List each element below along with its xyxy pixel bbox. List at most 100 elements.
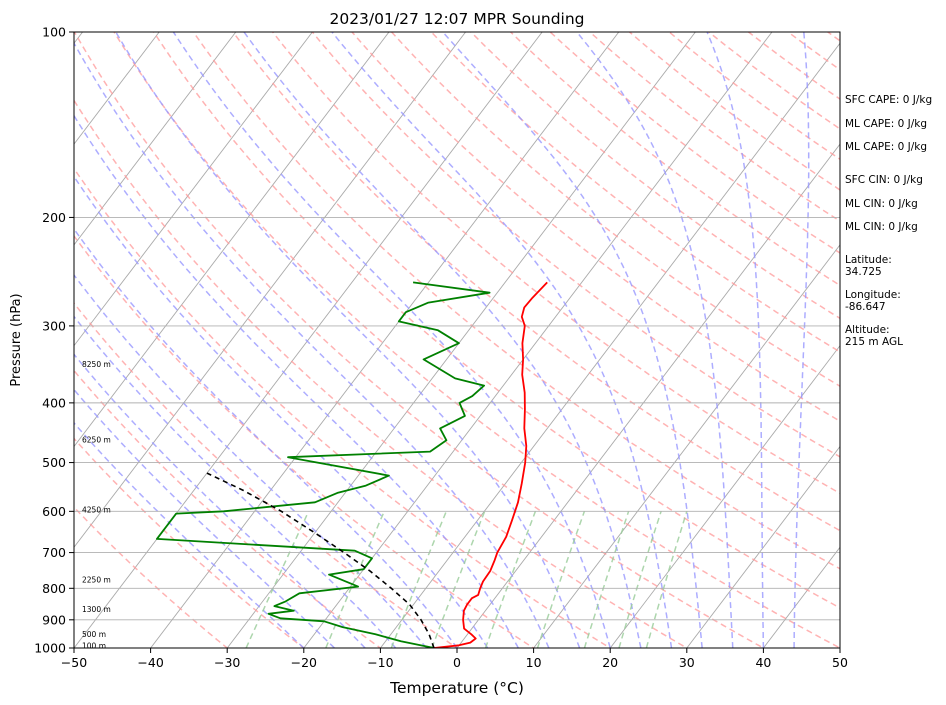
dry-adiabat-line (509, 32, 840, 287)
isotherm-line (762, 546, 840, 648)
y-tick-label: 500 (42, 455, 66, 470)
isotherm-line (303, 32, 773, 648)
info-ml-cin: ML CIN: 0 J/kg (845, 198, 918, 210)
chart-title: 2023/01/27 12:07 MPR Sounding (329, 10, 584, 28)
dry-adiabat-line (232, 32, 840, 532)
info-altitude-label: Altitude: (845, 324, 890, 336)
moist-adiabat-line (74, 388, 335, 648)
x-tick-label: −50 (61, 655, 87, 670)
x-tick-label: 20 (602, 655, 618, 670)
info-latitude-label: Latitude: (845, 254, 892, 266)
x-tick-label: −40 (137, 655, 163, 670)
dry-adiabat-line (113, 32, 840, 648)
y-tick-label: 100 (42, 25, 66, 40)
dry-adiabat-line (271, 32, 840, 495)
sounding-traces (156, 281, 548, 648)
info-sfc-cape: SFC CAPE: 0 J/kg (845, 94, 933, 106)
info-ml-cin-2: ML CIN: 0 J/kg (845, 221, 918, 233)
moist-adiabat-line (74, 273, 427, 648)
moist-adiabat-line (74, 227, 458, 648)
info-ml-cape-2: ML CAPE: 0 J/kg (845, 141, 928, 153)
reference-lines (74, 32, 840, 648)
y-tick-label: 200 (42, 210, 66, 225)
x-axis-label: Temperature (°C) (389, 679, 524, 697)
y-axis-label: Pressure (hPa) (9, 293, 24, 386)
mixing-ratio-line (583, 511, 630, 648)
x-tick-label: 40 (755, 655, 771, 670)
moist-adiabat-line (331, 32, 673, 648)
parcel-trace (206, 472, 435, 648)
y-tick-label: 600 (42, 504, 66, 519)
y-tick-label: 300 (42, 318, 66, 333)
moist-adiabat-line (793, 32, 810, 648)
isotherm-line (379, 42, 840, 648)
height-label: 8250 m (82, 360, 111, 369)
moist-adiabat-line (74, 175, 489, 648)
y-tick-label: 900 (42, 612, 66, 627)
isotherm-line (686, 445, 840, 648)
y-axis-ticks: 1000 900 800 700 600 500 400 300 200 100 (34, 25, 74, 656)
isotherm-line (74, 32, 313, 347)
moist-adiabat-line (706, 32, 765, 648)
x-tick-label: 0 (453, 655, 461, 670)
y-tick-label: 400 (42, 395, 66, 410)
isotherm-line (456, 143, 840, 648)
info-longitude-value: -86.647 (845, 301, 886, 313)
dry-adiabat-line (74, 437, 306, 648)
x-tick-label: 30 (679, 655, 695, 670)
isotherm-line (74, 32, 237, 246)
isotherm-line (609, 344, 840, 648)
temperature-trace (433, 281, 548, 648)
x-tick-label: −20 (291, 655, 317, 670)
dry-adiabat-line (74, 98, 689, 648)
height-label: 500 m (82, 630, 106, 639)
info-sfc-cin: SFC CIN: 0 J/kg (845, 174, 923, 186)
y-tick-label: 700 (42, 545, 66, 560)
height-label: 2250 m (82, 575, 111, 584)
x-tick-label: −30 (214, 655, 240, 670)
dry-adiabat-line (74, 167, 612, 648)
dry-adiabat-line (74, 369, 382, 648)
dry-adiabat-line (390, 32, 840, 388)
isotherm-line (74, 32, 390, 448)
dry-adiabat-line (152, 32, 840, 609)
x-axis-ticks: −50 −40 −30 −20 −10 0 10 20 30 40 50 (61, 648, 848, 670)
height-label: 4250 m (82, 505, 111, 514)
isotherm-line (150, 32, 620, 648)
dry-adiabat-line (351, 32, 840, 423)
dry-adiabat-line (469, 32, 840, 320)
info-altitude-value: 215 m AGL (845, 336, 903, 348)
isotherm-line (74, 32, 467, 549)
moist-adiabat-line (115, 32, 581, 648)
pressure-gridlines (74, 32, 840, 648)
moist-adiabat-line (74, 114, 519, 648)
dry-adiabat-line (74, 234, 536, 648)
isotherm-line (226, 32, 696, 648)
plot-frame (73, 31, 841, 649)
moist-adiabat-line (576, 32, 734, 648)
height-labels: 100 m 500 m 1300 m 2250 m 4250 m 6250 m 8250 m (82, 360, 111, 651)
mixing-ratio-line (645, 511, 688, 648)
moist-adiabat-line (74, 41, 550, 648)
moist-adiabat-line (442, 32, 703, 648)
dewpoint-trace (156, 281, 491, 648)
y-tick-label: 1000 (34, 641, 66, 656)
x-tick-label: 50 (832, 655, 848, 670)
dry-adiabat-line (74, 302, 459, 648)
height-label: 100 m (82, 642, 106, 651)
height-label: 1300 m (82, 605, 111, 614)
isotherm-line (74, 32, 160, 145)
isotherm-line (74, 32, 543, 648)
info-latitude-value: 34.725 (845, 266, 882, 278)
dry-adiabat-line (74, 32, 765, 648)
info-longitude-label: Longitude: (845, 289, 901, 301)
moist-adiabat-line (74, 353, 366, 648)
info-ml-cape: ML CAPE: 0 J/kg (845, 118, 928, 130)
dry-adiabat-line (192, 32, 840, 570)
dry-adiabat-line (74, 506, 229, 648)
x-tick-label: 10 (526, 655, 542, 670)
x-tick-label: −10 (367, 655, 393, 670)
moist-adiabat-line (74, 421, 305, 648)
height-label: 6250 m (82, 435, 111, 444)
